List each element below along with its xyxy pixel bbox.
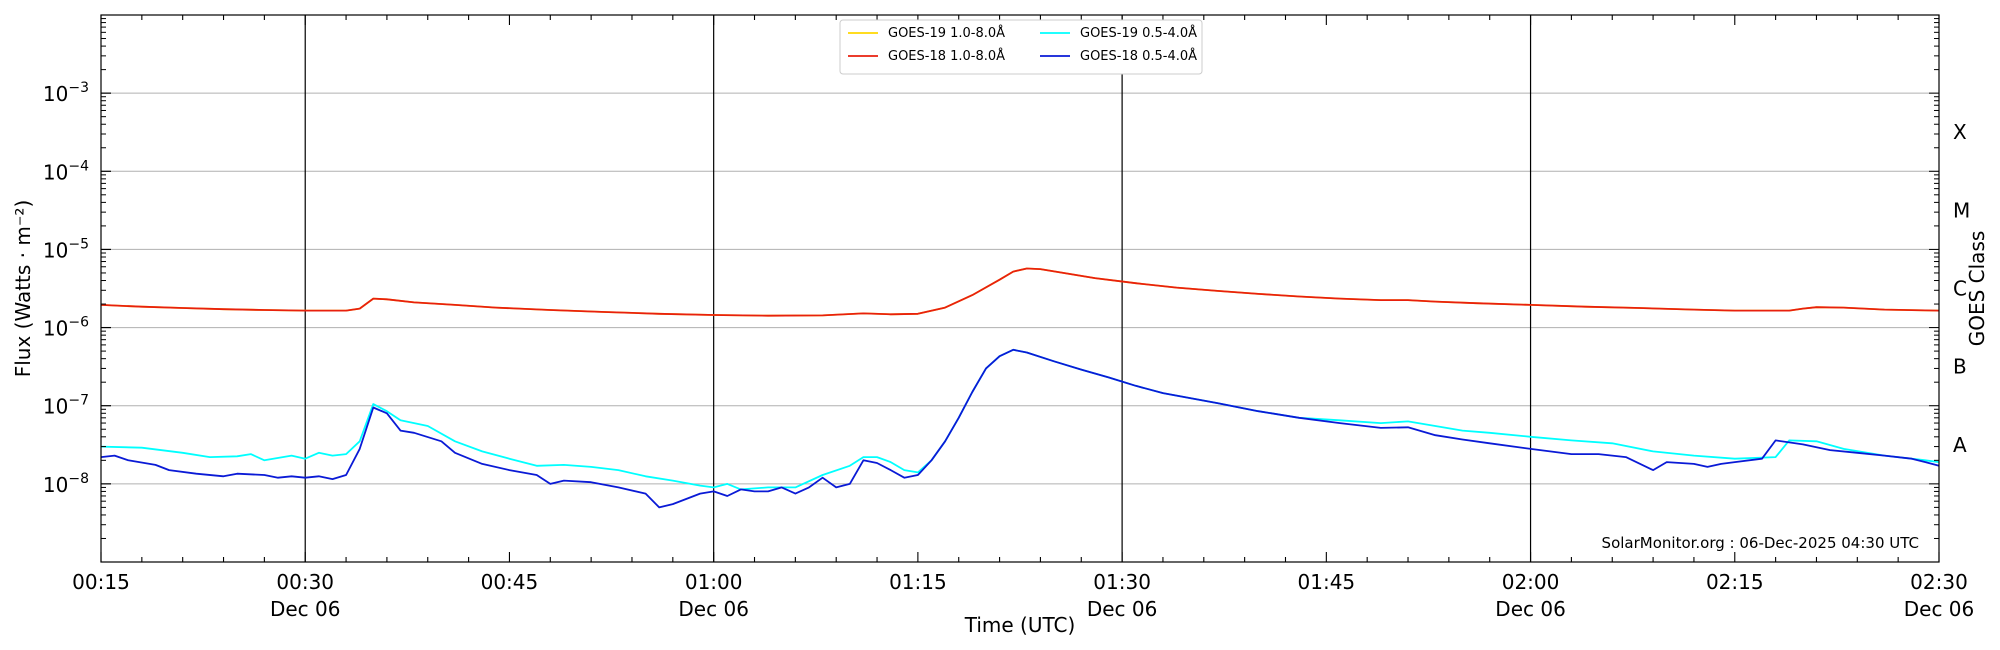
legend-entry-label: GOES-18 1.0-8.0Å	[888, 48, 1005, 64]
x-tick-label: 01:15	[889, 570, 947, 594]
x-tick-label: 00:15	[72, 570, 130, 594]
x-tick-label: 01:30	[1093, 570, 1151, 594]
plot-frame	[100, 14, 1940, 563]
y-tick-label: 10−5	[43, 236, 89, 262]
series-line-1	[100, 267, 1940, 317]
y-axis-title: Flux (Watts · m⁻²)	[11, 200, 35, 378]
series-line-3	[100, 348, 1940, 509]
x-tick-label: 01:45	[1298, 570, 1356, 594]
x-tick-label: 02:30	[1910, 570, 1968, 594]
x-tick-date: Dec 06	[678, 597, 749, 621]
series-line-2	[100, 348, 1940, 491]
axis-ticks	[100, 14, 1940, 563]
grid-lines	[101, 15, 1939, 562]
goes-class-label-c: C	[1953, 277, 1967, 301]
series-lines	[100, 267, 1940, 509]
goes-class-label-m: M	[1953, 198, 1970, 222]
goes-class-labels: A B C M X	[1953, 120, 1970, 457]
y-tick-label: 10−3	[43, 80, 89, 106]
legend: GOES-19 1.0-8.0Å GOES-19 0.5-4.0Å GOES-18 …	[839, 19, 1203, 75]
legend-box	[839, 19, 1203, 75]
y-tick-label: 10−8	[43, 471, 89, 497]
x-tick-label: 02:00	[1502, 570, 1560, 594]
y-tick-label: 10−4	[43, 158, 89, 184]
x-tick-date: Dec 06	[1904, 597, 1975, 621]
goes-class-axis-title: GOES Class	[1965, 231, 1989, 347]
x-tick-labels: 00:15 00:30 Dec 06 00:45 01:00 Dec 06 01:15 01:…	[72, 570, 1974, 621]
x-tick-label: 00:30	[276, 570, 334, 594]
y-tick-label: 10−6	[43, 315, 89, 341]
x-tick-label: 02:15	[1706, 570, 1764, 594]
x-axis-title: Time (UTC)	[964, 613, 1076, 637]
y-tick-labels: 10−8 10−7 10−6 10−5 10−4 10−3	[43, 80, 89, 497]
x-tick-date: Dec 06	[270, 597, 341, 621]
legend-entry-label: GOES-19 0.5-4.0Å	[1080, 25, 1197, 41]
watermark-text: SolarMonitor.org : 06-Dec-2025 04:30 UTC	[1602, 534, 1919, 552]
legend-entry-label: GOES-19 1.0-8.0Å	[888, 25, 1005, 41]
x-tick-label: 01:00	[685, 570, 743, 594]
y-tick-label: 10−7	[43, 393, 89, 419]
x-tick-label: 00:45	[481, 570, 539, 594]
x-tick-date: Dec 06	[1087, 597, 1158, 621]
goes-class-label-b: B	[1953, 355, 1967, 379]
goes-class-label-a: A	[1953, 433, 1967, 457]
x-tick-date: Dec 06	[1495, 597, 1566, 621]
legend-entry-label: GOES-18 0.5-4.0Å	[1080, 48, 1197, 64]
goes-class-label-x: X	[1953, 120, 1967, 144]
